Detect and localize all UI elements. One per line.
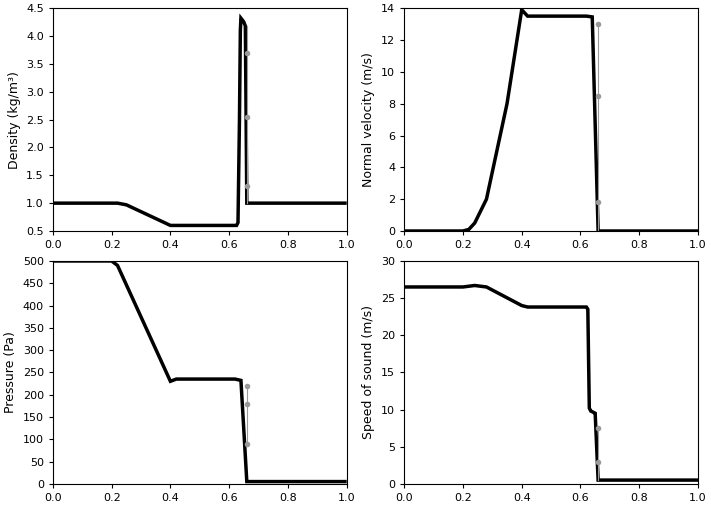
Y-axis label: Pressure (Pa): Pressure (Pa) — [4, 332, 17, 413]
Y-axis label: Speed of sound (m/s): Speed of sound (m/s) — [363, 305, 375, 440]
Y-axis label: Normal velocity (m/s): Normal velocity (m/s) — [363, 52, 375, 187]
Y-axis label: Density (kg/m³): Density (kg/m³) — [8, 70, 21, 168]
